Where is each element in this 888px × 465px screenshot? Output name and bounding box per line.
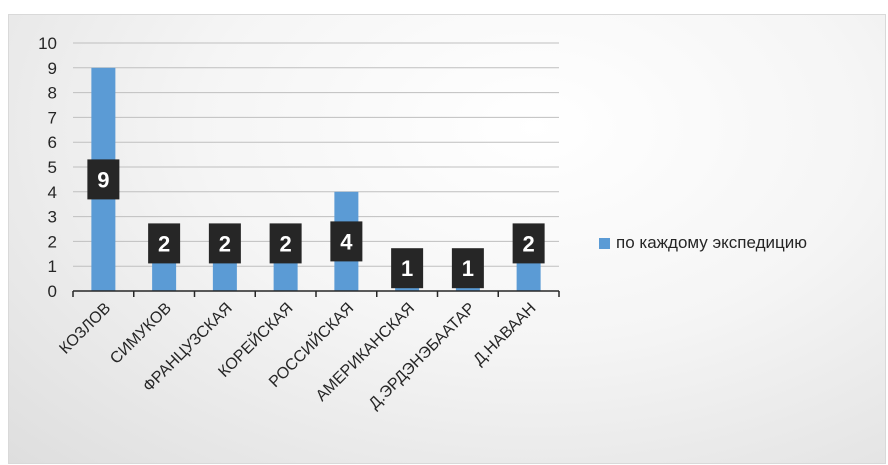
data-label: 4 — [340, 229, 353, 254]
y-tick-label: 1 — [48, 257, 57, 276]
y-tick-label: 10 — [38, 34, 57, 53]
y-tick-label: 0 — [48, 282, 57, 301]
data-label-box — [208, 223, 241, 264]
data-label: 1 — [401, 256, 413, 281]
legend: по каждому экспедицию — [599, 233, 807, 253]
data-label: 9 — [97, 167, 109, 192]
y-tick-label: 8 — [48, 84, 57, 103]
y-tick-label: 6 — [48, 133, 57, 152]
y-tick-label: 9 — [48, 59, 57, 78]
y-tick-labels: 0 1 2 3 4 5 6 7 8 9 10 — [38, 34, 57, 301]
data-label: 2 — [280, 231, 292, 256]
data-label-box — [269, 223, 302, 264]
data-label: 1 — [462, 256, 474, 281]
legend-label: по каждому экспедицию — [616, 233, 807, 252]
data-label-box — [451, 248, 484, 289]
data-label-box — [391, 248, 424, 289]
data-label: 2 — [158, 231, 170, 256]
data-label-box — [87, 159, 120, 200]
data-labels: 9 2 2 2 4 1 1 2 — [87, 159, 545, 289]
x-tick-label: Д.НАВААН — [470, 300, 539, 369]
gridlines — [73, 42, 559, 267]
y-tick-label: 4 — [48, 183, 57, 202]
x-tick-label: Д.ЭРДЭНЭБААТАР — [366, 300, 479, 413]
data-label-box — [512, 223, 545, 264]
x-tick-labels: КОЗЛОВСИМУКОВФРАНЦУЗСКАЯКОРЕЙСКАЯРОССИЙС… — [56, 298, 539, 412]
y-tick-label: 2 — [48, 232, 57, 251]
data-label-box — [148, 223, 181, 264]
data-label-box — [330, 221, 363, 262]
data-label: 2 — [219, 231, 231, 256]
legend-swatch — [599, 237, 610, 249]
y-tick-label: 5 — [48, 158, 57, 177]
data-label: 2 — [523, 231, 535, 256]
y-tick-label: 3 — [48, 208, 57, 227]
x-tick-label: КОЗЛОВ — [56, 300, 114, 358]
axes — [72, 290, 560, 297]
y-tick-label: 7 — [48, 108, 57, 127]
